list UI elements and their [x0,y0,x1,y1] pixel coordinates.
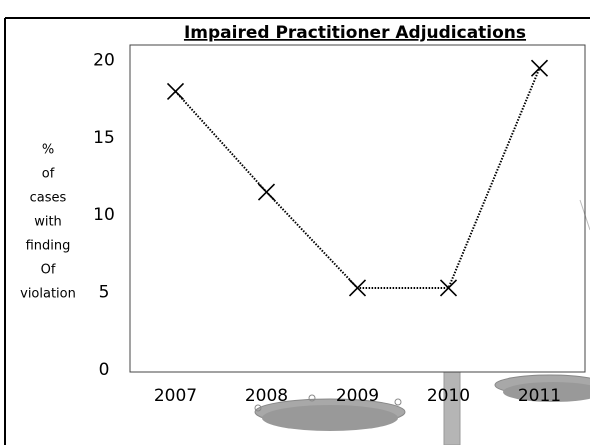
y-tick-label: 15 [93,128,115,148]
y-tick-label: 20 [93,50,115,70]
y-axis-label: cases [30,191,67,206]
y-axis-label: % [42,143,54,158]
scale-hook [395,399,401,405]
scale-pole [444,372,460,445]
x-tick-label: 2010 [427,386,470,406]
chart-title: Impaired Practitioner Adjudications [184,23,526,43]
x-tick-label: 2011 [518,386,561,406]
x-marker [168,83,184,99]
plot-area [130,45,585,372]
y-tick-label: 0 [99,360,110,380]
y-tick-label: 10 [93,205,115,225]
x-tick-label: 2009 [336,386,379,406]
y-axis-label: of [42,167,55,182]
y-tick-label: 5 [99,283,110,303]
y-axis-label: with [34,215,62,230]
y-axis-label: violation [20,287,76,302]
y-axis-label: Of [41,263,56,278]
x-marker [532,60,548,76]
x-tick-label: 2007 [154,386,197,406]
y-axis-label: finding [26,239,71,254]
scale-decoration [255,200,590,445]
x-marker [259,184,275,200]
slide: Impaired Practitioner Adjudications 0 5 10… [0,0,590,445]
x-tick-label: 2008 [245,386,288,406]
scale-pan-shadow [262,405,398,431]
x-marker [441,280,457,296]
data-line [176,68,540,288]
